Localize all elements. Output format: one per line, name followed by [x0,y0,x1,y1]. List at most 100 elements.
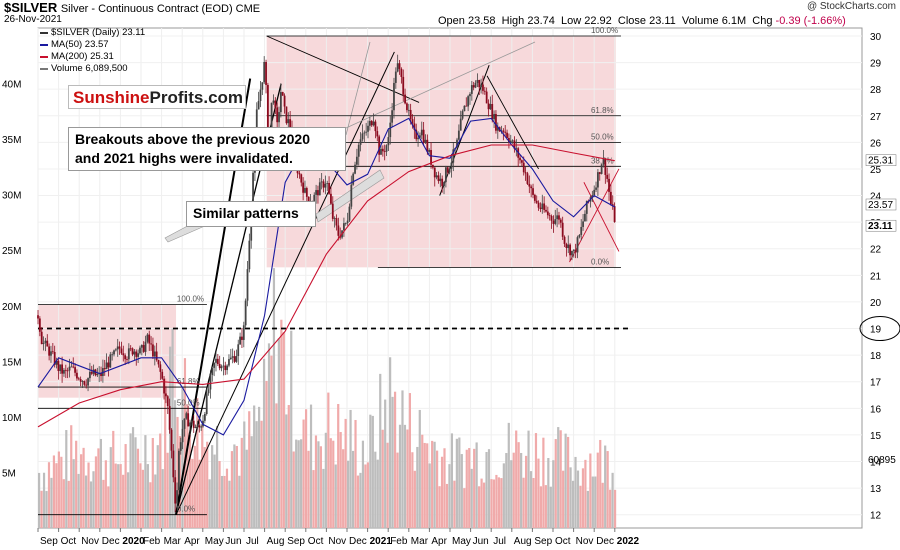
price-candle [511,140,514,142]
volume-bar [290,330,293,528]
price-candle [502,130,505,132]
price-candle [372,121,375,126]
volume-bar [468,448,471,528]
legend-label-ma200: MA(200) 25.31 [51,51,114,62]
stockcharts-credit[interactable]: @ StockCharts.com [806,1,896,12]
low-value: 22.92 [584,15,612,27]
price-candle [376,131,379,137]
price-candle [266,84,269,132]
price-candle [96,373,99,376]
volume-bar [359,472,362,528]
price-candle [70,366,73,368]
volume-bar [102,479,105,528]
price-candle [407,109,410,111]
volume-bar [107,486,110,528]
price-candle [483,90,486,92]
right-flag-label: 25.31 [868,156,893,167]
price-candle [241,336,243,340]
volume-bar [473,448,476,528]
price-candle [396,63,399,72]
price-candle [402,76,405,95]
price-candle [189,422,191,427]
volume-bar [332,440,335,528]
price-candle [355,156,358,165]
price-candle [178,450,180,491]
volume-bar [381,429,384,528]
price-candle [48,346,51,356]
x-tick-label: Oct [308,536,324,547]
volume-bar [485,452,488,528]
price-candle [600,164,603,174]
legend-item-ma200: MA(200) 25.31 [40,51,145,63]
volume-bar [285,414,288,528]
price-candle [571,250,573,256]
volume-bar [524,455,528,528]
volume-bar [265,380,268,528]
volume-bar [304,409,308,528]
price-candle [222,365,225,367]
volume-bar [275,403,278,528]
volume-bar [337,404,340,528]
volume-bar [131,427,135,528]
price-candle [64,369,67,371]
price-candle [381,148,384,152]
callout-pointer-2 [345,41,371,136]
price-candle [398,63,401,69]
price-candle [359,139,362,145]
volume-tick-label: 10M [2,413,21,424]
price-candle [326,183,329,184]
x-tick-label: Sep [287,536,305,547]
volume-bar [465,449,468,528]
price-candle [126,359,128,361]
price-candle [174,477,177,504]
price-candle [228,359,230,366]
price-candle [457,130,460,140]
price-candle [389,122,392,138]
volume-bar [55,463,58,528]
fib-label: 0.0% [591,257,609,266]
volume-bar [280,319,283,528]
volume-bar [559,430,562,528]
volume-bar [72,459,75,528]
price-candle [181,428,184,443]
price-candle [496,127,499,131]
price-candle [196,425,199,428]
price-candle [572,249,575,251]
legend-swatch-ma50 [40,44,48,46]
right-flag-box [865,219,897,232]
volume-bar [564,433,567,528]
volume-bar [75,440,78,528]
price-candle [552,220,555,224]
price-candle [439,178,442,182]
volume-bar [203,447,206,528]
x-tick-label: 2022 [617,536,640,547]
close-value: 23.11 [649,15,676,27]
volume-bar [490,479,493,528]
price-candle [76,372,78,379]
fib-label: 61.8% [177,377,200,386]
volume-bar [295,439,298,528]
price-candle [263,62,266,83]
volume-bar [198,459,201,528]
volume-bar [47,462,51,528]
price-candle [580,226,583,235]
volume-bar [213,454,216,528]
volume-bar [206,441,209,528]
price-candle [259,89,262,102]
volume-bar [571,480,575,528]
price-candle [278,112,280,123]
price-candle [252,172,254,211]
volume-bar [292,451,295,528]
volume-bar [42,472,46,528]
volume-bar [364,464,367,528]
price-candle [574,249,577,253]
price-candle [320,181,323,183]
volume-bar [141,469,145,528]
price-candle [611,204,614,207]
volume-bar [243,421,246,528]
price-candle [433,167,436,178]
price-candle [467,96,470,107]
volume-bar [228,480,231,528]
price-candle [137,353,140,357]
volume-bar [596,452,599,528]
